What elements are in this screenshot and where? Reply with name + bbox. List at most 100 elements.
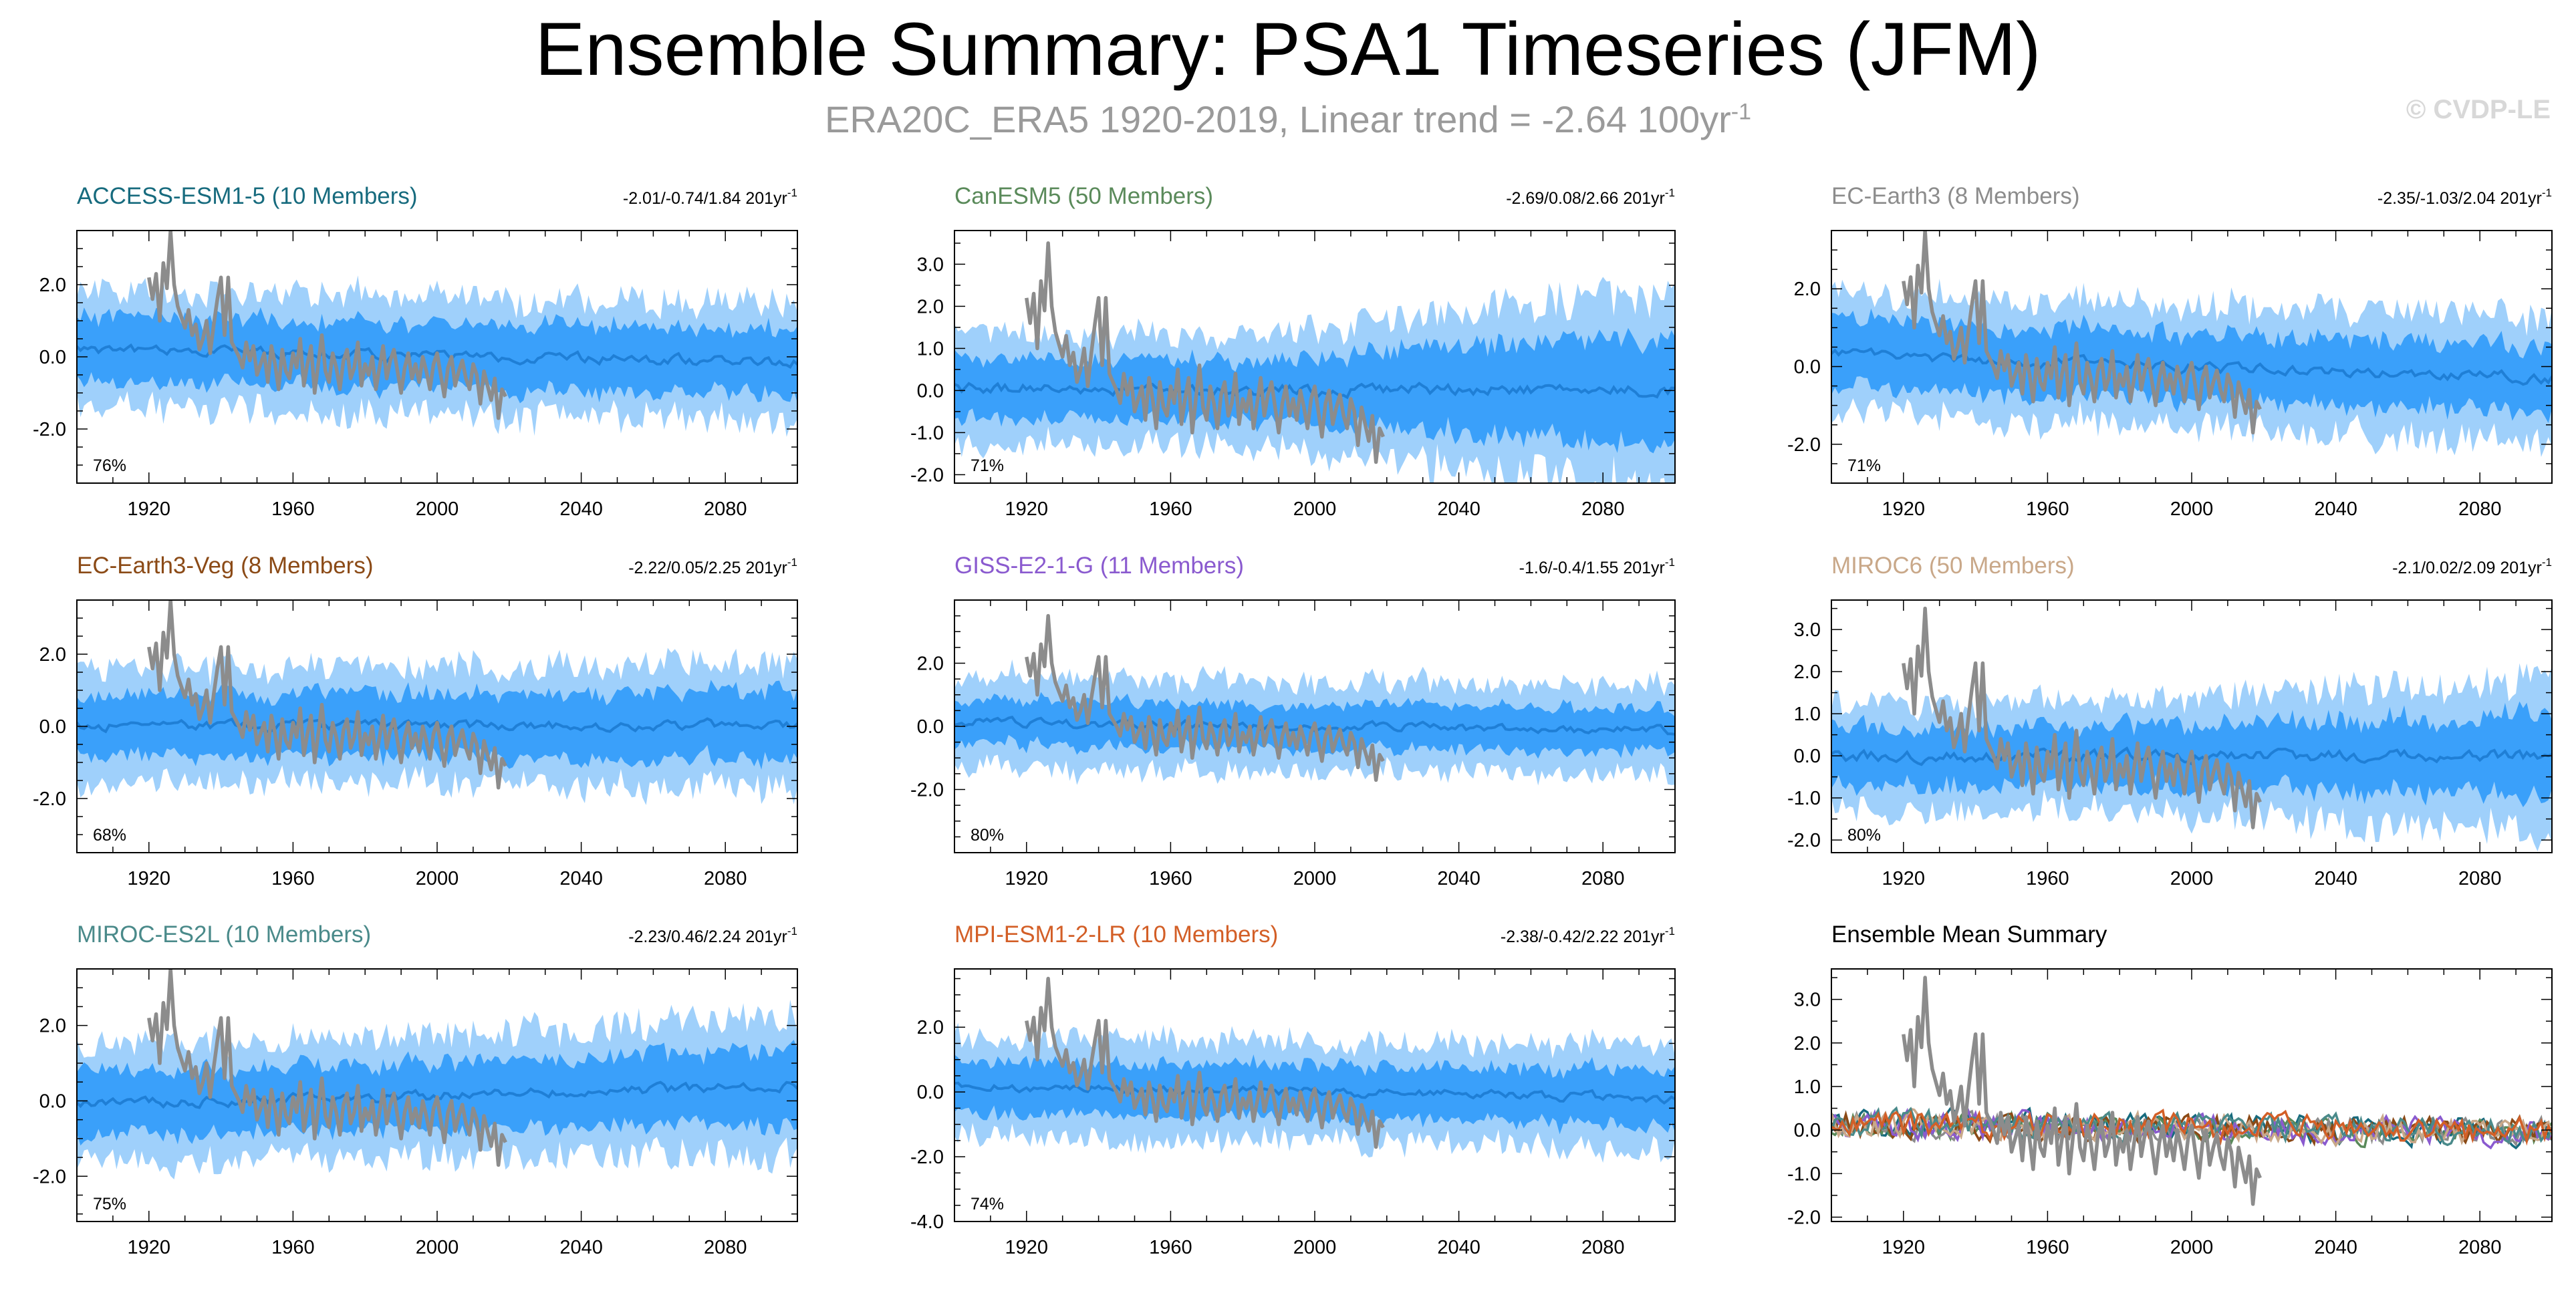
panel-title: Ensemble Mean Summary bbox=[1831, 921, 2107, 948]
y-tick-label: -2.0 bbox=[910, 780, 944, 801]
y-tick-label: 3.0 bbox=[1794, 990, 1821, 1011]
x-tick-label: 2000 bbox=[416, 1237, 459, 1258]
observed-line bbox=[147, 969, 507, 1167]
x-tick-label: 2040 bbox=[2314, 1237, 2357, 1258]
x-tick-label: 2080 bbox=[1581, 1237, 1625, 1258]
panel-mpi-esm1-2-lr: 1920 1960 2000 2040 2080 -4.0 -2.0 0.0 2.0 MPI-ES… bbox=[910, 921, 1676, 1258]
observed-line bbox=[1902, 231, 2262, 435]
observed-line bbox=[1025, 613, 1385, 782]
y-tick-label: 1.0 bbox=[1794, 704, 1821, 725]
x-tick-label: 2040 bbox=[1437, 1237, 1480, 1258]
panel-trend-exponent: -1 bbox=[2542, 556, 2552, 569]
x-tick-label: 2080 bbox=[2458, 868, 2502, 889]
x-tick-label: 1920 bbox=[128, 1237, 171, 1258]
panel-access-esm1-5: 1920 1960 2000 2040 2080 -2.0 0.0 2.0 ACCESS-ESM… bbox=[33, 183, 798, 520]
y-tick-label: 0.0 bbox=[1794, 357, 1821, 378]
y-tick-label: 0.0 bbox=[1794, 1120, 1821, 1141]
ensemble-mean-line bbox=[77, 343, 797, 369]
plot-area bbox=[954, 613, 1675, 786]
x-tick-label: 2080 bbox=[1581, 868, 1625, 889]
y-tick-label: 1.0 bbox=[917, 338, 944, 360]
plot-area bbox=[1831, 976, 2552, 1206]
panel-giss-e2-1-g: 1920 1960 2000 2040 2080 -2.0 0.0 2.0 GISS-E2-1-… bbox=[910, 553, 1676, 889]
y-tick-label: 2.0 bbox=[39, 1016, 66, 1037]
y-tick-label: -2.0 bbox=[33, 1166, 66, 1187]
y-tick-label: 0.0 bbox=[1794, 746, 1821, 767]
observed-line bbox=[1025, 976, 1385, 1149]
percent-label: 71% bbox=[971, 456, 1004, 475]
y-tick-label: -2.0 bbox=[33, 788, 66, 810]
x-tick-label: 2000 bbox=[1293, 1237, 1337, 1258]
x-tick-label: 2040 bbox=[559, 1237, 603, 1258]
x-tick-label: 1920 bbox=[1005, 1237, 1049, 1258]
y-tick-label: 2.0 bbox=[1794, 279, 1821, 300]
y-tick-label: 1.0 bbox=[1794, 1076, 1821, 1098]
subtitle-exponent: -1 bbox=[1730, 99, 1751, 125]
y-tick-label: -2.0 bbox=[1787, 1207, 1821, 1228]
percent-label: 80% bbox=[971, 826, 1004, 845]
panel-trend-exponent: -1 bbox=[1665, 925, 1675, 938]
x-tick-label: 2000 bbox=[1293, 498, 1337, 520]
x-tick-label: 1920 bbox=[128, 498, 171, 520]
y-tick-label: -4.0 bbox=[910, 1211, 944, 1233]
observed-line bbox=[147, 600, 507, 790]
observed-line bbox=[1025, 241, 1385, 464]
y-tick-label: -2.0 bbox=[1787, 434, 1821, 456]
copyright-label: © CVDP-LE bbox=[2406, 95, 2551, 124]
panel-trend: -2.22/0.05/2.25 201yr-1 bbox=[628, 556, 797, 577]
y-tick-label: -1.0 bbox=[1787, 1163, 1821, 1185]
x-tick-label: 1960 bbox=[1149, 498, 1192, 520]
x-tick-label: 1920 bbox=[1882, 1237, 1926, 1258]
x-tick-label: 2080 bbox=[704, 1237, 747, 1258]
percent-label: 71% bbox=[1847, 456, 1881, 475]
panel-trend-exponent: -1 bbox=[1665, 186, 1675, 199]
x-tick-label: 2000 bbox=[416, 868, 459, 889]
x-tick-label: 1920 bbox=[1005, 868, 1049, 889]
x-tick-label: 2040 bbox=[2314, 868, 2357, 889]
x-tick-label: 1920 bbox=[1882, 498, 1926, 520]
y-tick-label: -1.0 bbox=[910, 422, 944, 444]
x-tick-label: 1920 bbox=[1005, 498, 1049, 520]
panel-trend-exponent: -1 bbox=[2542, 186, 2552, 199]
x-tick-label: 1960 bbox=[2026, 498, 2069, 520]
y-tick-label: -2.0 bbox=[910, 464, 944, 486]
panel-ensemble-mean-summary: 1920 1960 2000 2040 2080 -2.0 -1.0 0.0 1.0 2.0 3.0… bbox=[1787, 921, 2553, 1258]
x-tick-label: 1960 bbox=[2026, 1237, 2069, 1258]
panel-ec-earth3: 1920 1960 2000 2040 2080 -2.0 0.0 2.0 EC-Earth3 … bbox=[1787, 183, 2553, 520]
x-tick-label: 2080 bbox=[704, 498, 747, 520]
percent-label: 75% bbox=[93, 1195, 126, 1213]
x-tick-label: 2000 bbox=[2170, 498, 2214, 520]
x-tick-label: 1920 bbox=[128, 868, 171, 889]
panel-title: MIROC6 (50 Members) bbox=[1831, 553, 2075, 579]
x-tick-label: 2040 bbox=[559, 868, 603, 889]
x-tick-label: 2000 bbox=[1293, 868, 1337, 889]
plot-area bbox=[77, 969, 797, 1180]
percent-label: 74% bbox=[971, 1195, 1004, 1213]
panel-title: EC-Earth3 (8 Members) bbox=[1831, 183, 2079, 209]
percent-label: 80% bbox=[1847, 826, 1881, 845]
x-tick-label: 2000 bbox=[416, 498, 459, 520]
plot-area bbox=[77, 231, 797, 437]
y-tick-label: 2.0 bbox=[917, 1017, 944, 1038]
observed-line bbox=[1902, 606, 2262, 829]
plot-area bbox=[954, 241, 1675, 483]
y-tick-label: -2.0 bbox=[33, 419, 66, 440]
x-tick-label: 2080 bbox=[704, 868, 747, 889]
percent-label: 68% bbox=[93, 826, 126, 845]
x-tick-label: 2040 bbox=[2314, 498, 2357, 520]
x-tick-label: 1960 bbox=[1149, 1237, 1192, 1258]
y-tick-label: 2.0 bbox=[917, 296, 944, 317]
panel-trend: -2.69/0.08/2.66 201yr-1 bbox=[1506, 186, 1675, 208]
panel-miroc-es2l: 1920 1960 2000 2040 2080 -2.0 0.0 2.0 MIROC-ES2L… bbox=[33, 921, 798, 1258]
x-tick-label: 2080 bbox=[2458, 498, 2502, 520]
x-tick-label: 1960 bbox=[1149, 868, 1192, 889]
x-tick-label: 2040 bbox=[1437, 498, 1480, 520]
y-tick-label: 0.0 bbox=[917, 380, 944, 402]
panel-miroc6: 1920 1960 2000 2040 2080 -2.0 -1.0 0.0 1.0 2.0 3.0… bbox=[1787, 553, 2553, 889]
x-tick-label: 2040 bbox=[559, 498, 603, 520]
y-tick-label: 2.0 bbox=[917, 654, 944, 675]
panel-trend: -2.38/-0.42/2.22 201yr-1 bbox=[1501, 925, 1675, 946]
figure-title: Ensemble Summary: PSA1 Timeseries (JFM) bbox=[535, 7, 2041, 91]
plot-area bbox=[954, 976, 1675, 1163]
